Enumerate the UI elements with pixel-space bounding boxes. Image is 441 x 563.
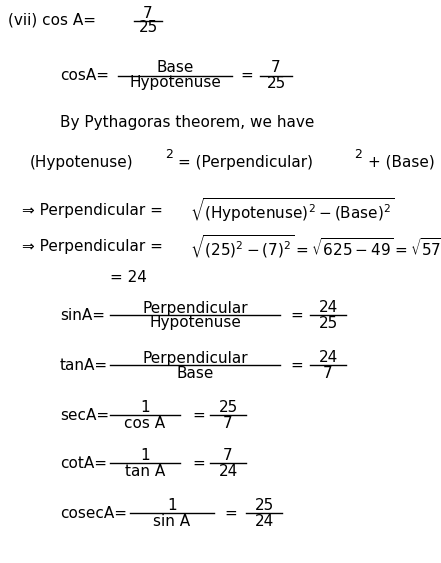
Text: 25: 25 bbox=[218, 400, 238, 415]
Text: 25: 25 bbox=[266, 75, 286, 91]
Text: Base: Base bbox=[176, 365, 214, 381]
Text: (Hypotenuse): (Hypotenuse) bbox=[30, 154, 134, 169]
Text: 1: 1 bbox=[140, 400, 150, 415]
Text: cotA=: cotA= bbox=[60, 455, 107, 471]
Text: =: = bbox=[290, 358, 303, 373]
Text: =: = bbox=[192, 455, 205, 471]
Text: 7: 7 bbox=[143, 6, 153, 20]
Text: Perpendicular: Perpendicular bbox=[142, 301, 248, 315]
Text: $\sqrt{(\mathrm{Hypotenuse})^2-(\mathrm{Base})^2}$: $\sqrt{(\mathrm{Hypotenuse})^2-(\mathrm{… bbox=[190, 196, 394, 224]
Text: By Pythagoras theorem, we have: By Pythagoras theorem, we have bbox=[60, 114, 314, 129]
Text: Hypotenuse: Hypotenuse bbox=[149, 315, 241, 330]
Text: =: = bbox=[192, 408, 205, 422]
Text: cos A: cos A bbox=[124, 415, 165, 431]
Text: =: = bbox=[224, 506, 237, 521]
Text: 2: 2 bbox=[354, 149, 362, 162]
Text: ⇒ Perpendicular =: ⇒ Perpendicular = bbox=[22, 203, 163, 217]
Text: ⇒ Perpendicular =: ⇒ Perpendicular = bbox=[22, 239, 163, 254]
Text: =: = bbox=[240, 68, 253, 83]
Text: 25: 25 bbox=[318, 315, 338, 330]
Text: 24: 24 bbox=[254, 513, 273, 529]
Text: 7: 7 bbox=[223, 449, 233, 463]
Text: $\sqrt{(25)^2-(7)^2}=\sqrt{625-49}=\sqrt{576}$: $\sqrt{(25)^2-(7)^2}=\sqrt{625-49}=\sqrt… bbox=[190, 234, 441, 261]
Text: sin A: sin A bbox=[153, 513, 191, 529]
Text: (vii) cos A=: (vii) cos A= bbox=[8, 12, 96, 28]
Text: + (Base): + (Base) bbox=[368, 154, 435, 169]
Text: Base: Base bbox=[156, 60, 194, 75]
Text: Hypotenuse: Hypotenuse bbox=[129, 75, 221, 91]
Text: =: = bbox=[290, 307, 303, 323]
Text: tanA=: tanA= bbox=[60, 358, 108, 373]
Text: cosecA=: cosecA= bbox=[60, 506, 127, 521]
Text: 1: 1 bbox=[167, 498, 177, 513]
Text: 24: 24 bbox=[218, 463, 238, 479]
Text: 2: 2 bbox=[165, 149, 173, 162]
Text: 1: 1 bbox=[140, 449, 150, 463]
Text: 7: 7 bbox=[223, 415, 233, 431]
Text: 7: 7 bbox=[271, 60, 281, 75]
Text: secA=: secA= bbox=[60, 408, 109, 422]
Text: 25: 25 bbox=[138, 20, 157, 35]
Text: cosA=: cosA= bbox=[60, 68, 109, 83]
Text: = (Perpendicular): = (Perpendicular) bbox=[178, 154, 313, 169]
Text: sinA=: sinA= bbox=[60, 307, 105, 323]
Text: 2: 2 bbox=[440, 149, 441, 162]
Text: 25: 25 bbox=[254, 498, 273, 513]
Text: 7: 7 bbox=[323, 365, 333, 381]
Text: Perpendicular: Perpendicular bbox=[142, 351, 248, 365]
Text: = 24: = 24 bbox=[110, 270, 147, 284]
Text: 24: 24 bbox=[318, 301, 338, 315]
Text: tan A: tan A bbox=[125, 463, 165, 479]
Text: 24: 24 bbox=[318, 351, 338, 365]
